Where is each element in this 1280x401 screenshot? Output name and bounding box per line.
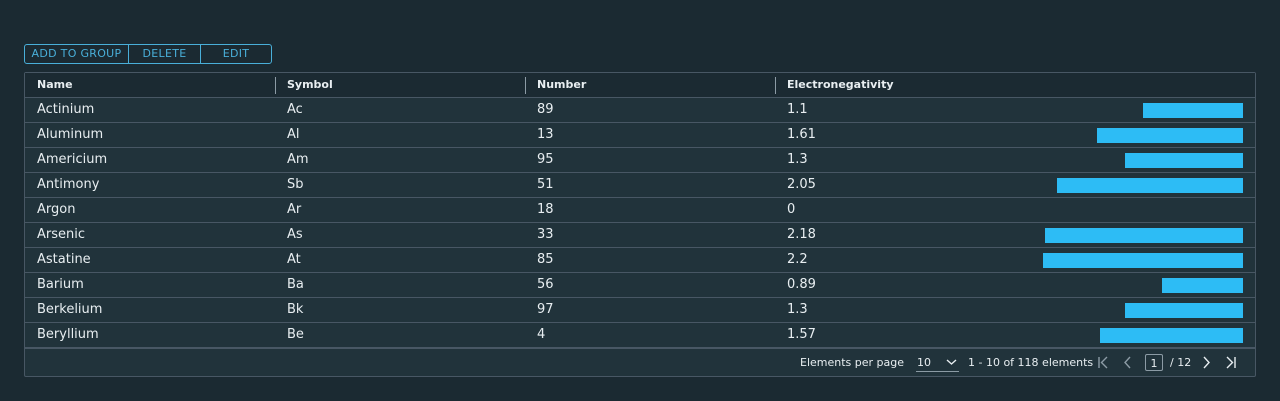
add-to-group-button[interactable]: ADD TO GROUP	[25, 45, 129, 63]
column-separator[interactable]	[275, 77, 276, 94]
edit-button[interactable]: EDIT	[201, 45, 271, 63]
cell-electronegativity: 2.05	[787, 177, 816, 192]
cell-number: 13	[537, 127, 554, 142]
chevron-right-icon[interactable]	[1201, 349, 1211, 376]
column-separator[interactable]	[775, 77, 776, 94]
cell-name: Arsenic	[37, 227, 86, 242]
cell-symbol: At	[287, 252, 301, 267]
datagrid-footer: Elements per page 10 1 - 10 of 118 eleme…	[25, 348, 1255, 376]
electronegativity-bar	[1143, 103, 1243, 118]
cell-symbol: Sb	[287, 177, 304, 192]
table-row[interactable]: Arsenic As 33 2.18	[25, 223, 1255, 248]
electronegativity-bar	[1162, 278, 1243, 293]
header-row: Name Symbol Number Electronegativity	[25, 73, 1255, 98]
cell-name: Beryllium	[37, 327, 99, 342]
column-separator[interactable]	[525, 77, 526, 94]
electronegativity-bar-track	[1023, 278, 1243, 293]
electronegativity-bar	[1045, 228, 1243, 243]
cell-electronegativity: 2.18	[787, 227, 816, 242]
last-page-icon[interactable]	[1225, 349, 1237, 376]
cell-symbol: Ac	[287, 102, 303, 117]
cell-name: Actinium	[37, 102, 95, 117]
column-header-symbol[interactable]: Symbol	[287, 78, 333, 91]
chevron-left-icon[interactable]	[1123, 349, 1133, 376]
cell-number: 33	[537, 227, 554, 242]
electronegativity-bar-track	[1023, 153, 1243, 168]
electronegativity-bar-track	[1023, 178, 1243, 193]
electronegativity-bar	[1043, 253, 1243, 268]
cell-electronegativity: 1.57	[787, 327, 816, 342]
cell-electronegativity: 1.3	[787, 302, 808, 317]
cell-number: 95	[537, 152, 554, 167]
cell-symbol: Ar	[287, 202, 302, 217]
delete-button[interactable]: DELETE	[129, 45, 201, 63]
electronegativity-bar	[1125, 153, 1243, 168]
cell-symbol: As	[287, 227, 303, 242]
total-pages: / 12	[1170, 356, 1192, 369]
cell-electronegativity: 0.89	[787, 277, 816, 292]
cell-name: Astatine	[37, 252, 91, 267]
table-row[interactable]: Argon Ar 18 0	[25, 198, 1255, 223]
cell-name: Argon	[37, 202, 76, 217]
electronegativity-bar	[1125, 303, 1243, 318]
table-row[interactable]: Americium Am 95 1.3	[25, 148, 1255, 173]
table-row[interactable]: Actinium Ac 89 1.1	[25, 98, 1255, 123]
electronegativity-bar	[1100, 328, 1243, 343]
electronegativity-bar-track	[1023, 203, 1243, 218]
cell-name: Antimony	[37, 177, 100, 192]
cell-number: 89	[537, 102, 554, 117]
table-row[interactable]: Berkelium Bk 97 1.3	[25, 298, 1255, 323]
electronegativity-bar-track	[1023, 303, 1243, 318]
column-header-number[interactable]: Number	[537, 78, 587, 91]
cell-symbol: Al	[287, 127, 300, 142]
action-toolbar: ADD TO GROUP DELETE EDIT	[24, 44, 272, 64]
table-row[interactable]: Aluminum Al 13 1.61	[25, 123, 1255, 148]
electronegativity-bar-track	[1023, 228, 1243, 243]
pagination-range: 1 - 10 of 118 elements	[968, 356, 1094, 369]
cell-symbol: Bk	[287, 302, 304, 317]
cell-symbol: Am	[287, 152, 309, 167]
cell-name: Americium	[37, 152, 108, 167]
electronegativity-bar-track	[1023, 328, 1243, 343]
cell-symbol: Ba	[287, 277, 304, 292]
cell-symbol: Be	[287, 327, 304, 342]
cell-number: 18	[537, 202, 554, 217]
electronegativity-bar-track	[1023, 253, 1243, 268]
table-row[interactable]: Antimony Sb 51 2.05	[25, 173, 1255, 198]
chevron-down-icon	[946, 354, 957, 371]
electronegativity-bar-track	[1023, 128, 1243, 143]
per-page-label: Elements per page	[800, 356, 905, 369]
cell-number: 85	[537, 252, 554, 267]
cell-number: 4	[537, 327, 546, 342]
column-header-electronegativity[interactable]: Electronegativity	[787, 78, 894, 91]
column-header-name[interactable]: Name	[37, 78, 73, 91]
electronegativity-bar-track	[1023, 103, 1243, 118]
elements-datagrid: Name Symbol Number Electronegativity Act…	[24, 72, 1256, 377]
table-row[interactable]: Beryllium Be 4 1.57	[25, 323, 1255, 348]
electronegativity-bar	[1097, 128, 1243, 143]
cell-number: 56	[537, 277, 554, 292]
current-page-input[interactable]: 1	[1145, 354, 1163, 371]
cell-number: 51	[537, 177, 554, 192]
electronegativity-bar	[1057, 178, 1243, 193]
cell-electronegativity: 1.3	[787, 152, 808, 167]
table-row[interactable]: Barium Ba 56 0.89	[25, 273, 1255, 298]
cell-name: Berkelium	[37, 302, 103, 317]
table-row[interactable]: Astatine At 85 2.2	[25, 248, 1255, 273]
per-page-value: 10	[917, 356, 931, 369]
cell-electronegativity: 0	[787, 202, 796, 217]
cell-number: 97	[537, 302, 554, 317]
per-page-select[interactable]: 10	[916, 354, 959, 372]
cell-electronegativity: 1.61	[787, 127, 816, 142]
first-page-icon[interactable]	[1097, 349, 1109, 376]
cell-electronegativity: 2.2	[787, 252, 808, 267]
cell-electronegativity: 1.1	[787, 102, 808, 117]
cell-name: Barium	[37, 277, 84, 292]
cell-name: Aluminum	[37, 127, 104, 142]
